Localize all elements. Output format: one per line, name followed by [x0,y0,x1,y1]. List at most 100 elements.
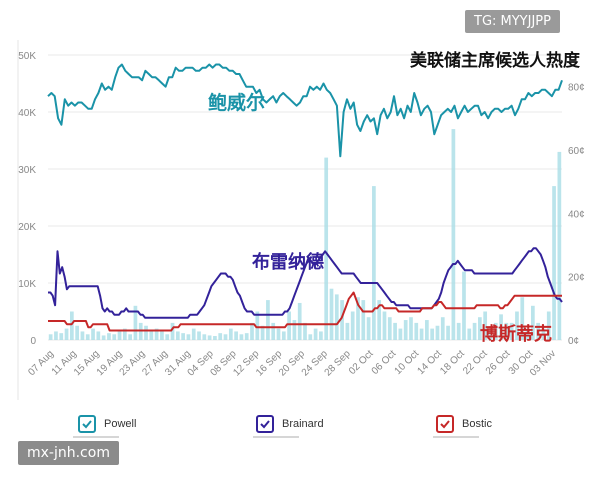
volume-bar [54,331,58,340]
volume-bar [345,322,350,340]
series-line-bostic [48,291,562,332]
volume-bar [175,331,180,340]
volume-bar [324,157,329,340]
legend-item-powell[interactable]: Powell [78,411,136,437]
x-tick-label: 14 Oct [415,348,444,377]
volume-bar [552,186,556,340]
volume-bar [213,336,217,340]
x-tick-label: 18 Oct [438,348,467,377]
volume-bar [234,331,238,340]
legend-item-brainard[interactable]: Brainard [256,411,324,437]
check-icon [82,420,92,429]
legend-label-bostic: Bostic [462,418,492,430]
y-left-tick-label: 30K [18,165,36,176]
series-annotation-brainard: 布雷纳德 [252,251,324,273]
x-tick-label: 10 Oct [393,348,422,377]
volume-bar [266,300,270,340]
volume-bar [319,331,323,340]
volume-bar [414,322,419,340]
volume-bar [462,271,466,340]
x-tick-label: 07 Aug [26,348,56,378]
y-left-tick-label: 0 [30,336,36,347]
volume-bar [308,334,313,340]
volume-bar [287,311,291,340]
x-tick-label: 02 Oct [347,348,376,377]
volume-bar [361,300,366,340]
volume-bar [207,335,212,340]
volume-bar [75,325,79,340]
volume-bar [281,331,286,340]
volume-bar [96,331,101,340]
legend-checkbox-bostic[interactable] [436,415,454,433]
volume-bar [218,333,223,340]
volume-bar [85,334,90,340]
series-annotation-bostic: 博斯蒂克 [480,323,552,345]
volume-bar [313,328,318,340]
legend-underline-brainard [253,436,299,438]
volume-bar [366,317,371,340]
volume-bar [446,325,450,340]
volume-bar [271,322,276,340]
x-tick-label: 03 Nov [528,348,558,378]
volume-bar [112,334,117,340]
volume-bar [425,320,429,340]
volume-bar [440,317,445,340]
volume-bar [334,294,339,340]
volume-bar [430,328,435,340]
watermark-top: TG: MYYJJPP [465,10,560,33]
volume-bar [536,322,541,340]
y-left-tick-label: 10K [18,279,36,290]
volume-bar [303,322,307,340]
volume-bar [478,317,482,340]
volume-bar [170,322,175,340]
volume-bar [493,322,498,340]
series-line-powell [47,63,563,158]
volume-bar [387,317,392,340]
volume-bar [557,151,562,340]
volume-bar [197,331,201,340]
volume-bar [260,325,265,340]
volume-bar [382,311,387,340]
watermark-bottom: mx-jnh.com [18,441,119,465]
volume-bar [504,322,509,340]
volume-bar [101,335,106,340]
volume-bar [48,334,53,340]
volume-bar [107,333,111,340]
volume-bar [340,300,344,340]
legend-underline-bostic [433,436,479,438]
volume-bar [403,320,408,340]
volume-bar [350,311,355,340]
volume-bar [541,328,546,340]
volume-bar [372,186,376,340]
volume-bar [531,305,535,340]
volume-bar [64,328,69,340]
chart-title: 美联储主席候选人热度 [410,50,581,71]
y-left-tick-label: 40K [18,108,36,119]
volume-bar [297,302,302,340]
x-tick-label: 26 Oct [484,348,513,377]
volume-bar [165,334,170,340]
volume-bar [546,311,551,340]
volume-bar [160,331,164,340]
legend-item-bostic[interactable]: Bostic [436,411,492,437]
volume-bar [250,322,254,340]
volume-bar [128,334,132,340]
volume-bar [483,311,488,340]
y-right-tick-label: 20¢ [568,273,585,284]
volume-bar [393,322,397,340]
volume-bar [499,314,503,340]
legend-checkbox-brainard[interactable] [256,415,274,433]
volume-bar [409,317,413,340]
volume-bar [154,328,159,340]
y-right-tick-label: 0¢ [568,336,579,347]
volume-bar [451,129,456,340]
volume-bar [239,334,244,340]
x-tick-label: 28 Sep [323,348,353,378]
legend-checkbox-powell[interactable] [78,415,96,433]
check-icon [440,420,450,429]
volume-bar [456,322,461,340]
legend-label-powell: Powell [104,418,137,430]
volume-bar [144,325,148,340]
volume-bar [520,297,525,340]
